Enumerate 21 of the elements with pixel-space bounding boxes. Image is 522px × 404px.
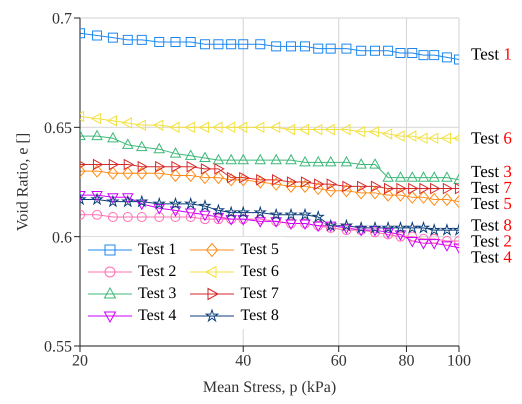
y-tick-label: 0.6	[52, 229, 72, 246]
x-tick-label: 80	[398, 352, 414, 370]
x-tick-label: 100	[447, 352, 471, 370]
y-tick-label: 0.65	[44, 120, 72, 138]
text: Test 1	[471, 44, 512, 64]
legend-label: Test 2	[138, 263, 176, 281]
x-axis-title: Mean Stress, p (kPa)	[202, 379, 336, 396]
text: Test 6	[471, 128, 512, 148]
legend-label: Test 7	[240, 285, 279, 303]
legend-label: Test 5	[240, 241, 279, 259]
y-tick-label: 0.7	[52, 10, 72, 28]
legend-label: Test 6	[240, 263, 279, 281]
legend-label: Test 1	[138, 241, 176, 259]
y-axis-title: Void Ratio, e []	[14, 132, 32, 232]
legend-label: Test 8	[240, 307, 279, 325]
x-tick-label: 40	[235, 352, 252, 370]
legend-label: Test 3	[138, 285, 176, 303]
y-tick-label: 0.55	[44, 338, 72, 356]
x-tick-label: 20	[72, 352, 88, 370]
legend-label: Test 4	[138, 307, 176, 325]
x-tick-label: 60	[330, 352, 347, 370]
